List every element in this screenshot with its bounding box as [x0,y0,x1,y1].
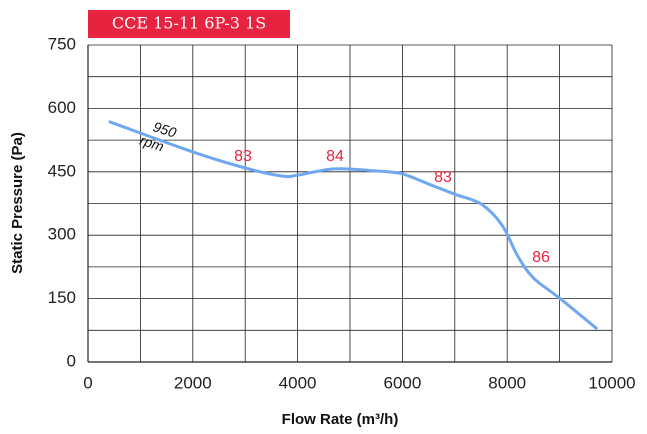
y-tick-label: 300 [48,225,76,244]
y-tick-label: 750 [48,34,76,53]
curve-label: 950rpm [138,115,179,156]
curve-label-part: rpm [138,132,166,155]
y-axis-label: Static Pressure (Pa) [9,132,26,274]
x-tick-label: 0 [83,373,92,392]
y-tick-label: 600 [48,98,76,117]
efficiency-label: 84 [326,148,344,165]
curve-label-part: 950 [151,118,178,141]
x-axis-label: Flow Rate (m³/h) [282,411,399,428]
y-tick-label: 150 [48,288,76,307]
x-tick-label: 8000 [488,373,526,392]
x-tick-label: 6000 [383,373,421,392]
x-tick-label: 4000 [279,373,317,392]
chart-title: CCE 15-11 6P-3 1S [112,14,266,33]
y-tick-label: 0 [67,351,76,370]
title-box [88,10,290,38]
efficiency-label: 86 [532,249,550,266]
x-tick-label: 10000 [588,373,635,392]
y-tick-label: 450 [48,161,76,180]
x-tick-label: 2000 [174,373,212,392]
fan-curve [108,120,598,330]
efficiency-label: 83 [234,148,252,165]
efficiency-label: 83 [434,169,452,186]
